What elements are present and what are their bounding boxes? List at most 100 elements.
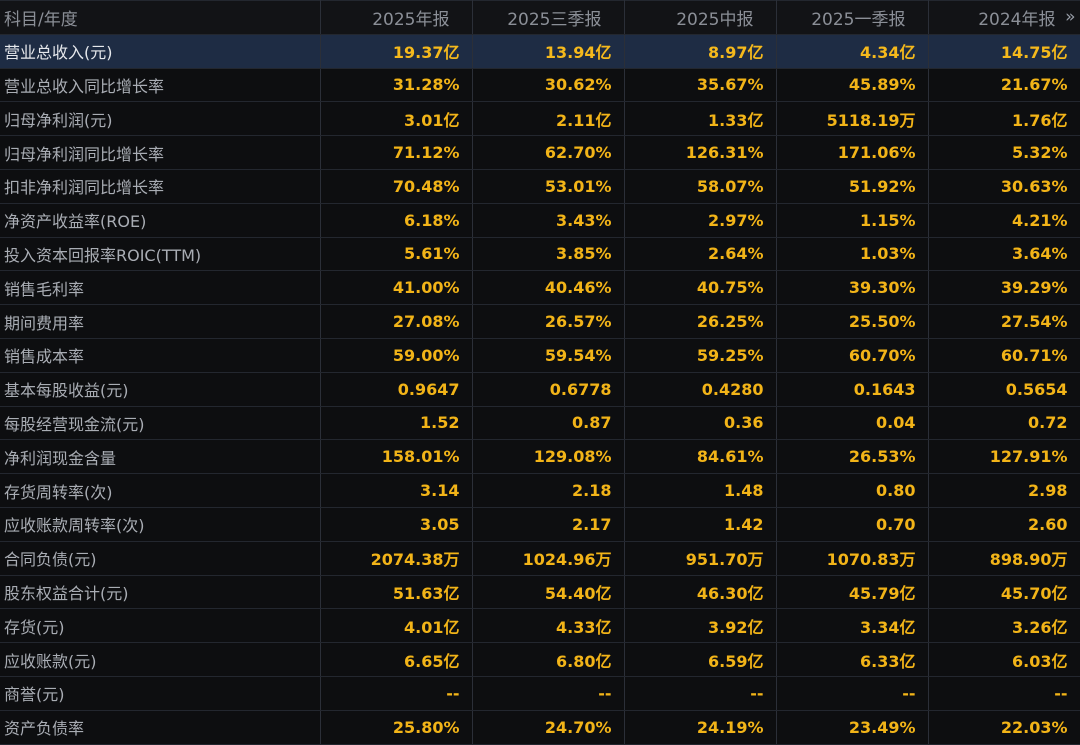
row-value-cell: 6.03亿	[928, 642, 1080, 677]
table-row[interactable]: 期间费用率 27.08% 26.57% 26.25% 25.50% 27.54%	[0, 304, 1080, 339]
row-label: 商誉(元)	[0, 675, 321, 711]
table-row[interactable]: 净资产收益率(ROE) 6.18% 3.43% 2.97% 1.15% 4.21%	[0, 202, 1080, 238]
row-value-cell: 0.04	[776, 405, 929, 441]
table-row[interactable]: 扣非净利润同比增长率 70.48% 53.01% 58.07% 51.92% 30.63%	[0, 168, 1080, 204]
row-value-cell: 53.01%	[472, 168, 625, 204]
row-value-cell: 0.6778	[472, 371, 625, 407]
row-value-cell: 3.85%	[472, 236, 625, 272]
row-value-cell: 13.94亿	[472, 33, 625, 69]
row-value-cell: 3.43%	[472, 202, 625, 238]
table-row[interactable]: 营业总收入同比增长率 31.28% 30.62% 35.67% 45.89% 21.67%	[0, 67, 1080, 103]
table-row[interactable]: 营业总收入(元) 19.37亿 13.94亿 8.97亿 4.34亿 14.75亿	[0, 33, 1080, 69]
header-period-2025-q3[interactable]: 2025三季报	[472, 0, 625, 35]
row-value-cell: 4.01亿	[320, 608, 473, 644]
row-value-cell: 25.50%	[776, 304, 929, 339]
table-row[interactable]: 存货周转率(次) 3.14 2.18 1.48 0.80 2.98	[0, 473, 1080, 508]
row-value-cell: 2.11亿	[472, 101, 625, 137]
table-row[interactable]: 资产负债率 25.80% 24.70% 24.19% 23.49% 22.03%	[0, 709, 1080, 745]
row-value-cell: 5118.19万	[776, 101, 929, 137]
row-label: 归母净利润同比增长率	[0, 135, 321, 170]
row-label: 资产负债率	[0, 709, 321, 745]
row-value-cell: 0.5654	[928, 371, 1080, 407]
row-value-cell: 6.59亿	[624, 642, 777, 677]
double-chevron-right-icon[interactable]: »	[1065, 7, 1076, 28]
row-value-cell: 1.76亿	[928, 101, 1080, 137]
row-value-cell: 0.1643	[776, 371, 929, 407]
row-value-cell: 6.18%	[320, 202, 473, 238]
row-value-cell: 39.30%	[776, 270, 929, 306]
row-value-cell: 46.30亿	[624, 574, 777, 610]
row-value-cell: 6.33亿	[776, 642, 929, 677]
table-row[interactable]: 股东权益合计(元) 51.63亿 54.40亿 46.30亿 45.79亿 45.70亿	[0, 574, 1080, 610]
header-period-2024-annual[interactable]: 2024年报 »	[928, 0, 1080, 35]
row-value-cell: --	[624, 675, 777, 711]
header-period-2025-q1[interactable]: 2025一季报	[776, 0, 929, 35]
row-value-cell: 4.34亿	[776, 33, 929, 69]
row-value-cell: 59.00%	[320, 337, 473, 373]
row-label: 股东权益合计(元)	[0, 574, 321, 610]
row-value-cell: 0.9647	[320, 371, 473, 407]
row-value-cell: 3.01亿	[320, 101, 473, 137]
row-value-cell: 8.97亿	[624, 33, 777, 69]
row-value-cell: 60.70%	[776, 337, 929, 373]
row-value-cell: 35.67%	[624, 67, 777, 103]
row-value-cell: 26.25%	[624, 304, 777, 339]
table-row[interactable]: 合同负债(元) 2074.38万 1024.96万 951.70万 1070.83万 89…	[0, 540, 1080, 576]
table-row[interactable]: 投入资本回报率ROIC(TTM) 5.61% 3.85% 2.64% 1.03% 3.64…	[0, 236, 1080, 272]
table-row[interactable]: 归母净利润同比增长率 71.12% 62.70% 126.31% 171.06% 5.32…	[0, 135, 1080, 170]
row-value-cell: 41.00%	[320, 270, 473, 306]
row-label: 应收账款(元)	[0, 642, 321, 677]
table-row[interactable]: 应收账款周转率(次) 3.05 2.17 1.42 0.70 2.60	[0, 506, 1080, 542]
row-value-cell: 60.71%	[928, 337, 1080, 373]
row-value-cell: 45.89%	[776, 67, 929, 103]
row-value-cell: 19.37亿	[320, 33, 473, 69]
header-period-2025-interim[interactable]: 2025中报	[624, 0, 777, 35]
table-header-row: 科目/年度 2025年报 2025三季报 2025中报 2025一季报 2024…	[0, 0, 1080, 35]
table-row[interactable]: 应收账款(元) 6.65亿 6.80亿 6.59亿 6.33亿 6.03亿	[0, 642, 1080, 677]
row-value-cell: 2.17	[472, 506, 625, 542]
row-value-cell: 2.97%	[624, 202, 777, 238]
row-value-cell: 70.48%	[320, 168, 473, 204]
row-value-cell: 59.54%	[472, 337, 625, 373]
row-value-cell: 26.57%	[472, 304, 625, 339]
row-value-cell: --	[472, 675, 625, 711]
row-value-cell: 1024.96万	[472, 540, 625, 576]
row-value-cell: 5.61%	[320, 236, 473, 272]
row-value-cell: 27.08%	[320, 304, 473, 339]
table-row[interactable]: 销售毛利率 41.00% 40.46% 40.75% 39.30% 39.29%	[0, 270, 1080, 306]
table-row[interactable]: 净利润现金含量 158.01% 129.08% 84.61% 26.53% 127.91%	[0, 439, 1080, 475]
row-value-cell: 3.64%	[928, 236, 1080, 272]
header-subject-year: 科目/年度	[0, 0, 321, 35]
row-value-cell: 3.92亿	[624, 608, 777, 644]
row-value-cell: 40.75%	[624, 270, 777, 306]
row-label: 合同负债(元)	[0, 540, 321, 576]
table-row[interactable]: 商誉(元) -- -- -- -- --	[0, 675, 1080, 711]
row-value-cell: 4.33亿	[472, 608, 625, 644]
row-value-cell: 171.06%	[776, 135, 929, 170]
row-value-cell: 2.18	[472, 473, 625, 508]
table-row[interactable]: 存货(元) 4.01亿 4.33亿 3.92亿 3.34亿 3.26亿	[0, 608, 1080, 644]
header-period-2025-annual[interactable]: 2025年报	[320, 0, 473, 35]
row-label: 每股经营现金流(元)	[0, 405, 321, 441]
row-label: 营业总收入(元)	[0, 33, 321, 69]
row-value-cell: 62.70%	[472, 135, 625, 170]
row-label: 基本每股收益(元)	[0, 371, 321, 407]
row-value-cell: 24.70%	[472, 709, 625, 745]
table-row[interactable]: 基本每股收益(元) 0.9647 0.6778 0.4280 0.1643 0.5654	[0, 371, 1080, 407]
header-period-2024-annual-label: 2024年报	[978, 9, 1056, 30]
row-value-cell: 6.65亿	[320, 642, 473, 677]
row-value-cell: 39.29%	[928, 270, 1080, 306]
row-value-cell: 51.63亿	[320, 574, 473, 610]
row-label: 扣非净利润同比增长率	[0, 168, 321, 204]
table-row[interactable]: 销售成本率 59.00% 59.54% 59.25% 60.70% 60.71%	[0, 337, 1080, 373]
table-row[interactable]: 归母净利润(元) 3.01亿 2.11亿 1.33亿 5118.19万 1.76亿	[0, 101, 1080, 137]
row-value-cell: 2.64%	[624, 236, 777, 272]
row-value-cell: 3.14	[320, 473, 473, 508]
row-value-cell: 0.36	[624, 405, 777, 441]
row-value-cell: 3.26亿	[928, 608, 1080, 644]
row-label: 期间费用率	[0, 304, 321, 339]
table-row[interactable]: 每股经营现金流(元) 1.52 0.87 0.36 0.04 0.72	[0, 405, 1080, 441]
row-value-cell: 45.70亿	[928, 574, 1080, 610]
row-value-cell: 51.92%	[776, 168, 929, 204]
